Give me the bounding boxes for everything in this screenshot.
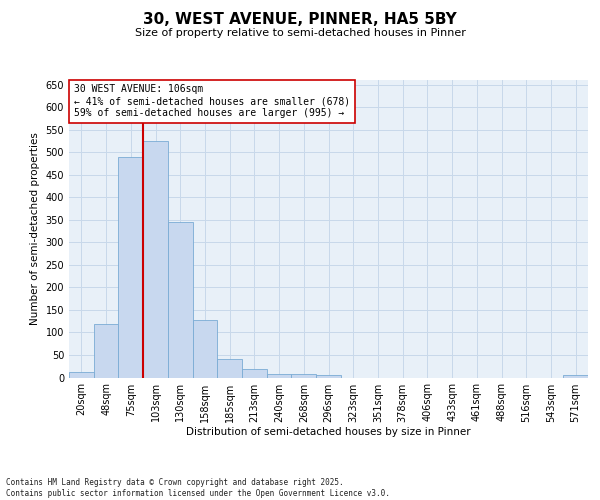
Bar <box>242 370 267 378</box>
Text: Size of property relative to semi-detached houses in Pinner: Size of property relative to semi-detach… <box>134 28 466 38</box>
Text: Contains HM Land Registry data © Crown copyright and database right 2025.
Contai: Contains HM Land Registry data © Crown c… <box>6 478 390 498</box>
Text: 30 WEST AVENUE: 106sqm
← 41% of semi-detached houses are smaller (678)
59% of se: 30 WEST AVENUE: 106sqm ← 41% of semi-det… <box>74 84 350 117</box>
Bar <box>118 156 143 378</box>
Bar <box>563 375 588 378</box>
Bar <box>94 324 118 378</box>
X-axis label: Distribution of semi-detached houses by size in Pinner: Distribution of semi-detached houses by … <box>186 428 471 438</box>
Bar <box>143 141 168 378</box>
Bar <box>168 222 193 378</box>
Bar <box>193 320 217 378</box>
Bar <box>292 374 316 378</box>
Bar <box>217 358 242 378</box>
Bar <box>267 374 292 378</box>
Bar <box>316 375 341 378</box>
Bar <box>69 372 94 378</box>
Text: 30, WEST AVENUE, PINNER, HA5 5BY: 30, WEST AVENUE, PINNER, HA5 5BY <box>143 12 457 28</box>
Y-axis label: Number of semi-detached properties: Number of semi-detached properties <box>30 132 40 325</box>
